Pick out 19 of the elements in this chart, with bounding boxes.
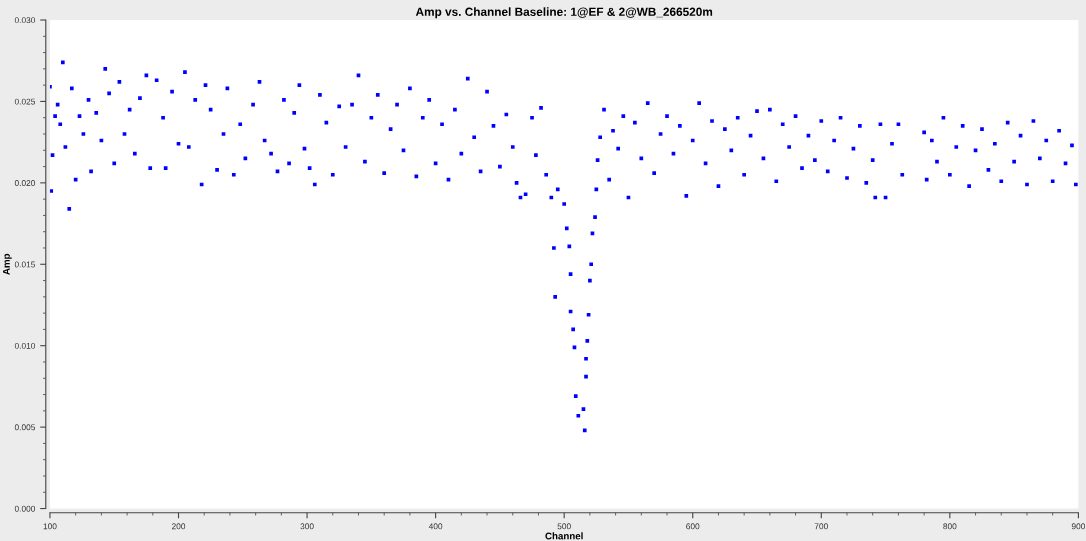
x-tick-label: 600 [686,523,700,530]
y-tick-label: 0.030 [14,17,36,24]
x-tick-label: 300 [300,523,314,530]
y-axis-title: Amp [3,253,12,275]
y-tick-label: 0.025 [14,98,36,105]
y-tick-label: 0.000 [14,505,36,512]
x-tick-label: 900 [1071,523,1086,530]
y-tick-label: 0.015 [14,261,36,268]
x-tick-label: 100 [43,523,57,530]
x-tick-label: 800 [943,523,957,530]
chart-title: Amp vs. Channel Baseline: 1@EF & 2@WB_266520m [415,7,713,19]
y-tick-label: 0.010 [14,342,36,349]
x-tick-label: 500 [557,523,571,530]
x-tick-label: 200 [171,523,186,530]
y-tick-label: 0.005 [14,424,36,431]
x-tick-label: 700 [814,523,828,530]
x-tick-label: 400 [428,523,443,530]
y-tick-label: 0.020 [14,180,36,186]
x-axis-title: Channel [545,532,583,540]
